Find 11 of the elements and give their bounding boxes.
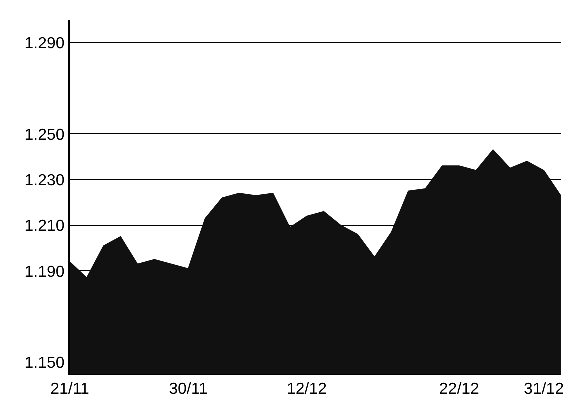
y-tick-label: 1.150 <box>24 355 65 372</box>
y-tick-label: 1.230 <box>24 172 65 190</box>
x-tick-label: 30/11 <box>169 381 208 398</box>
x-tick-label: 31/12 <box>524 381 564 398</box>
x-tick-label: 21/11 <box>50 381 90 398</box>
y-tick-label: 1.290 <box>24 35 65 52</box>
y-tick-label: 1.210 <box>24 218 65 236</box>
y-tick-label: 1.190 <box>24 264 65 281</box>
y-tick-label: 1.250 <box>24 126 65 144</box>
x-tick-label: 22/12 <box>439 381 480 398</box>
x-tick-label: 12/12 <box>287 381 328 398</box>
